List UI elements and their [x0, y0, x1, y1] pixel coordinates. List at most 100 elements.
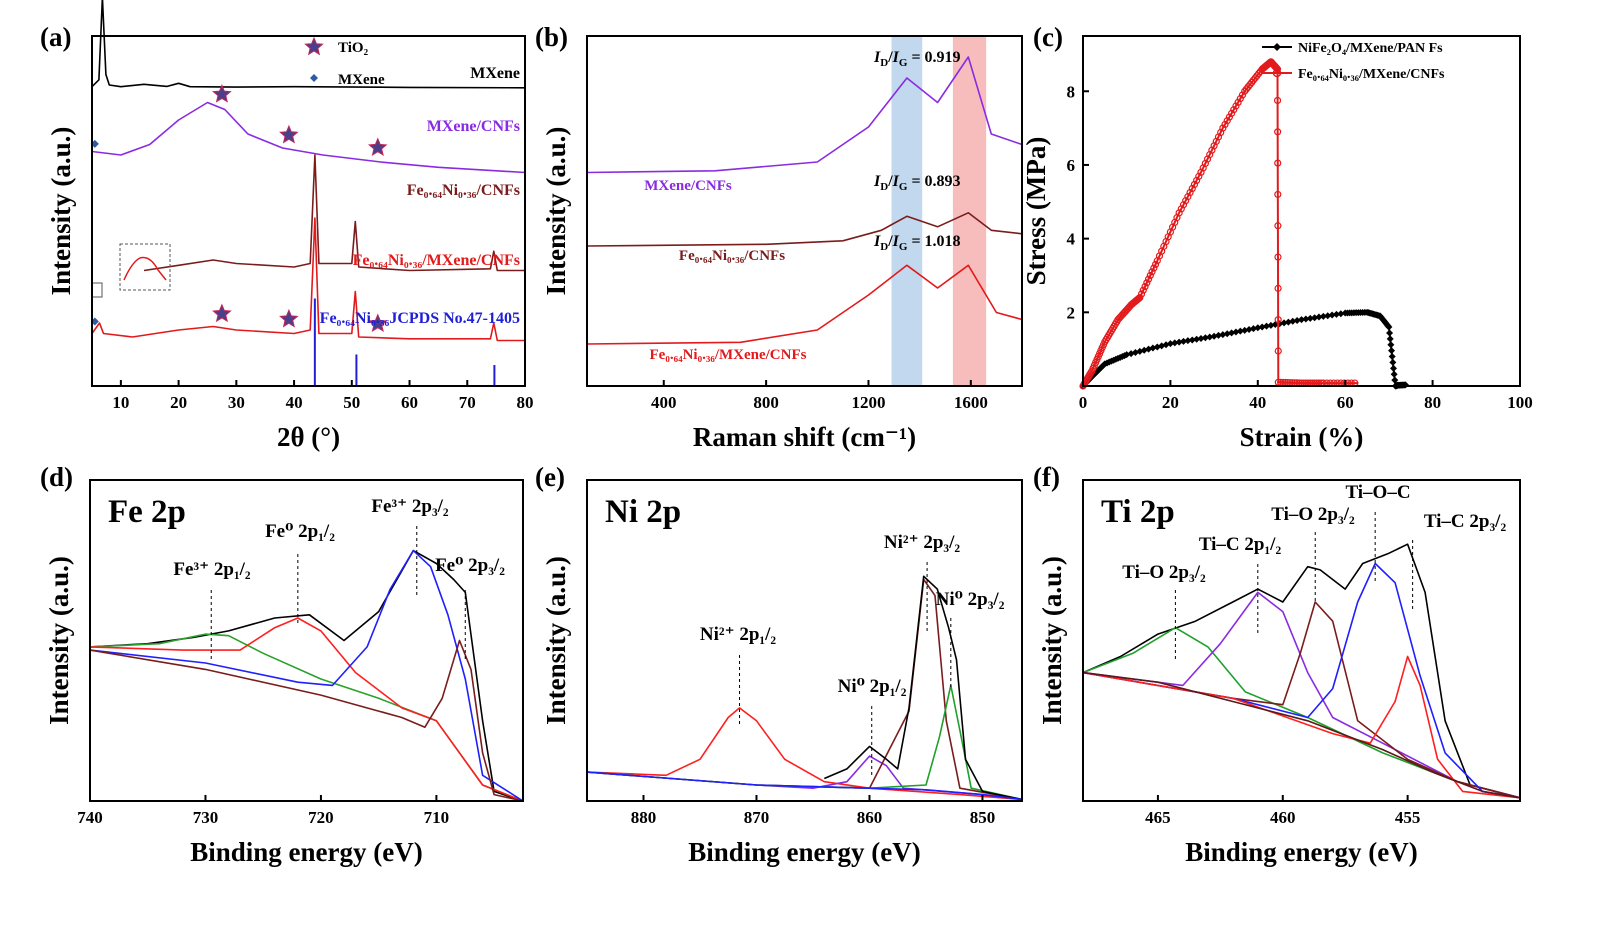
data-point	[1219, 124, 1227, 132]
reference-label: Fe₀.₆₄Ni₀.₃₆JCPDS No.47-1405	[320, 310, 520, 327]
data-point	[1184, 193, 1192, 201]
raman-band-G	[952, 36, 987, 386]
data-point	[1188, 184, 1196, 193]
legend-label: NiFe₂O₄/MXene/PAN Fs	[1298, 41, 1443, 56]
data-point	[1232, 328, 1240, 336]
data-point	[1386, 335, 1394, 343]
data-point	[1324, 312, 1332, 320]
data-point	[1188, 336, 1196, 344]
x-tick-label: 10	[112, 393, 129, 412]
series-label: Fe₀.₆₄Ni₀.₃₆/MXene/CNFs	[353, 252, 520, 269]
data-point	[1236, 95, 1244, 103]
data-point	[1175, 209, 1183, 217]
x-tick-label: 20	[170, 393, 187, 412]
series-line	[1082, 591, 1521, 799]
legend-diamond-icon	[310, 74, 318, 82]
data-point	[1274, 316, 1282, 324]
data-point	[1332, 310, 1340, 318]
series-line	[89, 639, 524, 802]
x-tick-label: 20	[1162, 393, 1179, 412]
series-line	[1082, 655, 1521, 799]
data-point	[1311, 314, 1319, 322]
data-point	[1227, 109, 1236, 117]
data-point	[1274, 190, 1282, 199]
y-tick-label: 4	[1067, 230, 1076, 249]
data-point	[1298, 316, 1305, 324]
data-point	[1143, 279, 1151, 287]
panel-c: NiFe₂O₄/MXene/PAN Fs Fe₀.₆₄Ni₀.₃₆/MXene/C…	[1021, 22, 1533, 452]
data-point	[1388, 353, 1396, 361]
data-point	[1136, 293, 1144, 302]
peak-label: Ti–C 2p₃/₂	[1424, 511, 1507, 532]
series-line	[586, 684, 1023, 801]
peak-label: Fe³⁺ 2p₁/₂	[173, 559, 251, 580]
data-point	[1166, 340, 1174, 348]
legend-label: Fe₀.₆₄Ni₀.₃₆/MXene/CNFs	[1298, 67, 1445, 82]
data-point	[1171, 339, 1179, 347]
data-point	[1302, 315, 1310, 323]
series-line	[1082, 311, 1407, 387]
data-point	[1236, 327, 1244, 335]
plot-frame	[586, 35, 1023, 387]
x-tick-label: 710	[424, 808, 450, 827]
x-tick-label: 40	[286, 393, 303, 412]
data-point	[1139, 286, 1147, 294]
data-point	[1197, 334, 1205, 342]
series-line	[1082, 543, 1521, 799]
series-label: Fe₀.₆₄Ni₀.₃₆/CNFs	[407, 182, 520, 199]
series-line	[89, 617, 524, 802]
panel-label: (d)	[40, 462, 73, 492]
series-line	[1082, 562, 1521, 799]
data-point	[1254, 324, 1262, 332]
data-point	[1177, 205, 1185, 213]
x-tick-label: 720	[308, 808, 334, 827]
x-tick-label: 400	[651, 393, 677, 412]
data-point	[1385, 323, 1393, 331]
ratio-label: ID/IG = 1.018	[873, 233, 961, 253]
series-line	[823, 575, 1023, 801]
x-tick-label: 455	[1395, 808, 1421, 827]
panel-label: (f)	[1033, 462, 1060, 492]
y-tick-label: 2	[1067, 303, 1076, 322]
data-point	[1195, 172, 1203, 180]
data-point	[1387, 341, 1395, 349]
inset-trace	[123, 256, 167, 281]
plot-frame	[1082, 479, 1521, 802]
x-tick-label: 70	[459, 393, 476, 412]
series-label: Fe₀.₆₄Ni₀.₃₆/CNFs	[679, 248, 785, 264]
plot-frame	[91, 35, 526, 387]
data-point	[1186, 188, 1194, 197]
data-point	[1146, 271, 1154, 280]
peak-label: Ti–C 2p₁/₂	[1199, 534, 1282, 555]
y-axis-title: Intensity (a.u.)	[541, 556, 571, 725]
x-tick-label: 850	[970, 808, 996, 827]
y-axis-title: Intensity (a.u.)	[541, 127, 571, 296]
data-point	[1137, 290, 1146, 298]
data-point	[1249, 325, 1257, 333]
x-tick-label: 1600	[954, 393, 988, 412]
data-point	[1219, 331, 1227, 339]
panel-a: MXene MXene/CNFs Fe₀.₆₄Ni₀.₃₆/CNFs Fe₀.₆₄Ni…	[40, 0, 534, 452]
peak-label: Ti–O–C	[1345, 482, 1410, 503]
x-tick-label: 880	[631, 808, 657, 827]
ratio-label: ID/IG = 0.919	[873, 49, 961, 69]
y-axis-title: Intensity (a.u.)	[1037, 556, 1067, 725]
legend-label: MXene	[338, 72, 385, 88]
data-point	[1386, 329, 1394, 337]
series-line	[91, 101, 526, 174]
series-label: MXene/CNFs	[644, 178, 732, 194]
plot-frame	[1082, 35, 1521, 387]
panel-b: MXene/CNFs ID/IG = 0.919 Fe₀.₆₄Ni₀.₃₆/CNFs…	[535, 22, 1023, 452]
x-axis-title: Binding energy (eV)	[190, 837, 423, 867]
y-axis-title: Intensity (a.u.)	[46, 127, 76, 296]
x-axis-title: Binding energy (eV)	[1185, 837, 1418, 867]
data-point	[1306, 314, 1314, 322]
peak-label: Fe⁰ 2p₃/₂	[435, 555, 505, 576]
data-point	[1225, 113, 1233, 121]
x-tick-label: 860	[857, 808, 883, 827]
data-point	[1280, 319, 1288, 327]
series-line	[586, 56, 1023, 174]
tio2-marker	[212, 303, 232, 323]
raman-band-D	[891, 36, 923, 386]
element-label: Ti 2p	[1101, 494, 1175, 530]
